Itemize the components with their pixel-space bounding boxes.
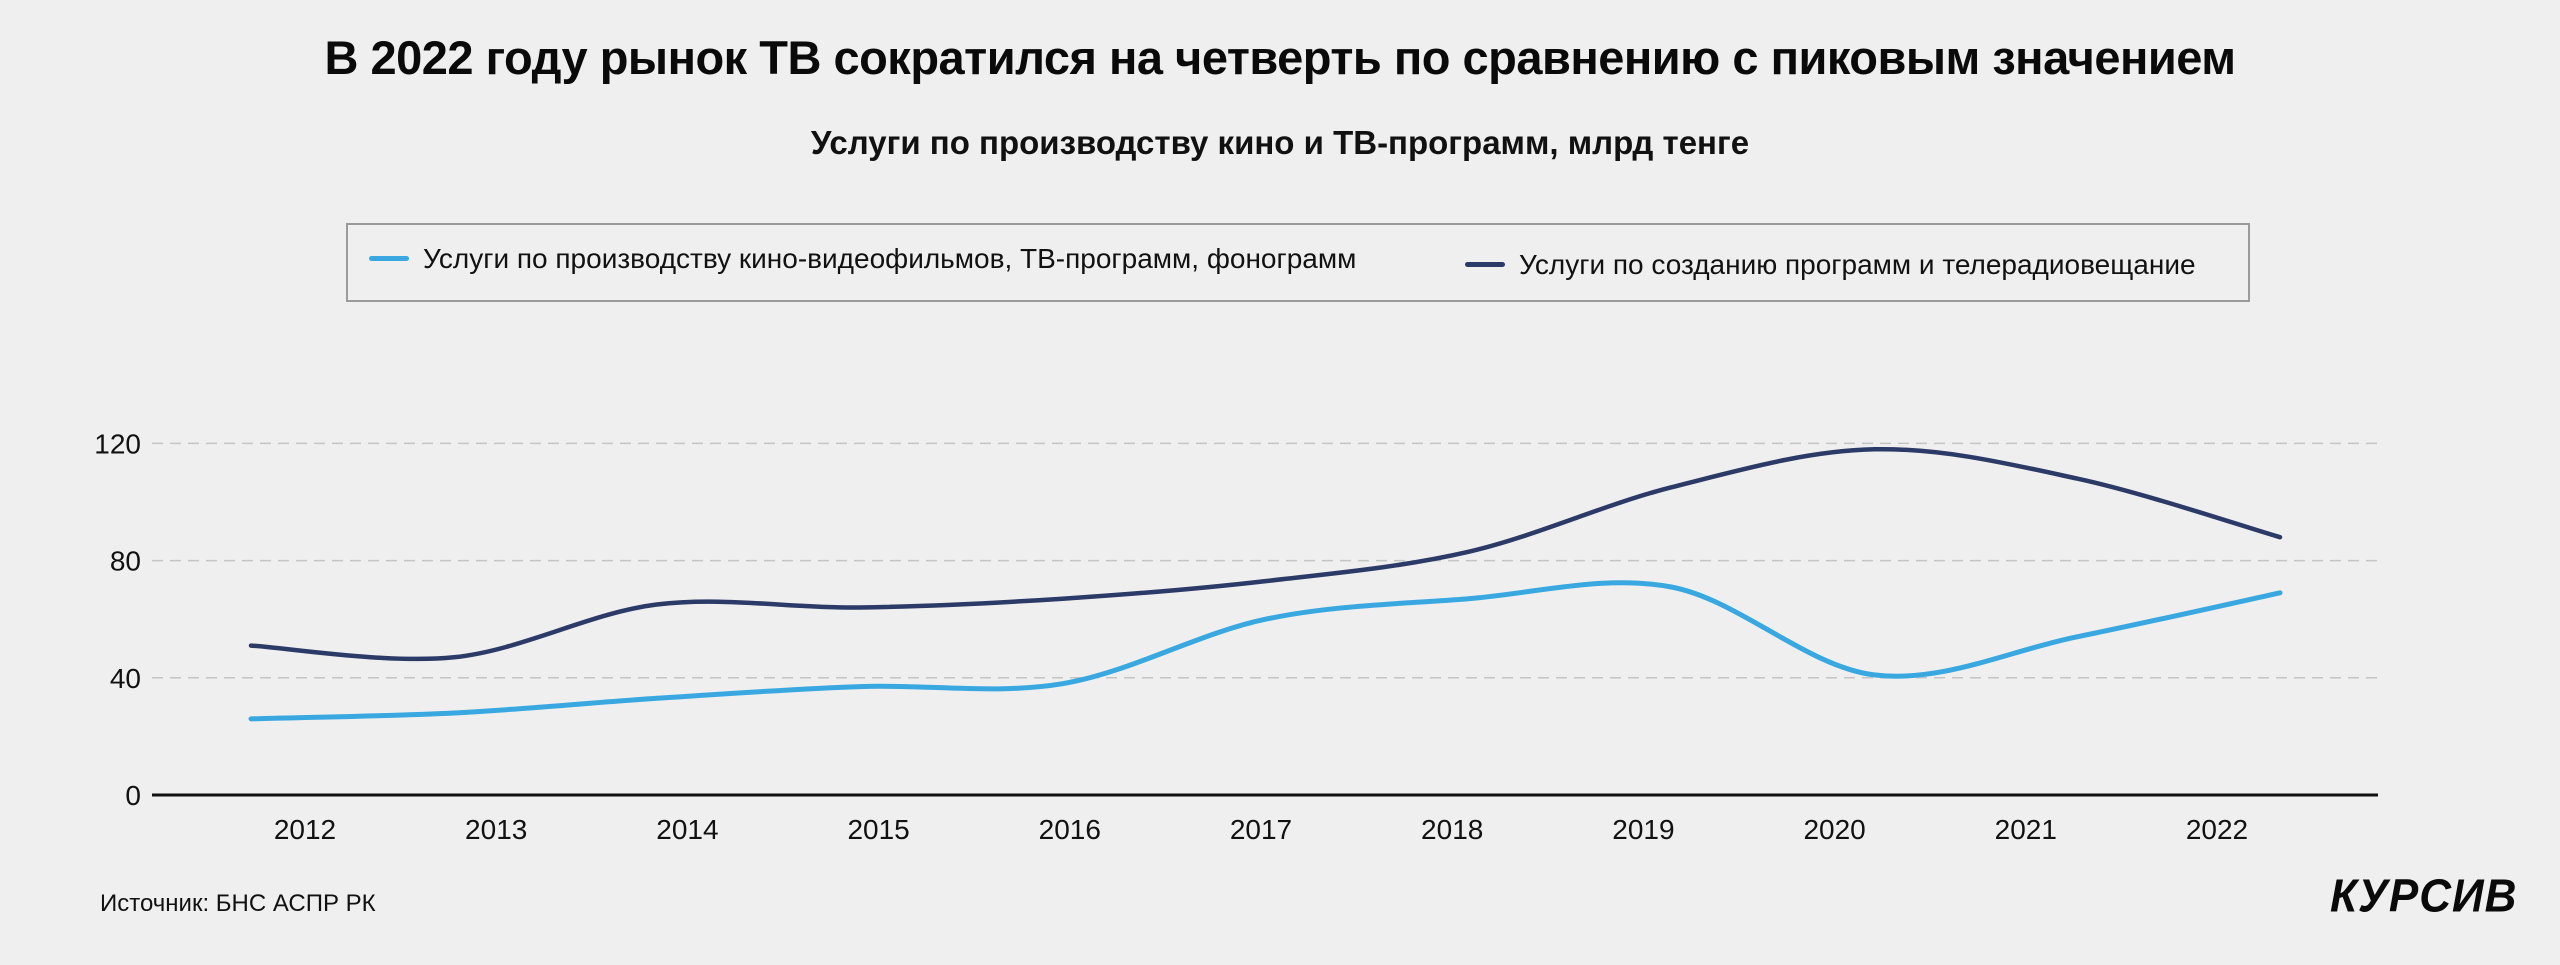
x-tick-label: 2015: [847, 814, 909, 845]
x-tick-label: 2022: [2186, 814, 2248, 845]
legend-item-broadcasting: Услуги по созданию программ и телерадиов…: [1465, 227, 2196, 302]
x-tick-label: 2012: [274, 814, 336, 845]
x-tick-label: 2018: [1421, 814, 1483, 845]
chart-title: В 2022 году рынок ТВ сократился на четве…: [324, 31, 2236, 84]
series-line-production: [248, 580, 2283, 722]
legend-label: Услуги по производству кино-видеофильмов…: [423, 242, 1357, 274]
x-tick-label: 2021: [1995, 814, 2057, 845]
x-tick-label: 2016: [1039, 814, 1101, 845]
y-tick-label: 0: [125, 780, 141, 811]
x-axis-ticks: 2012 2013 2014 2015 2016 2017 2018 2019 2020 2021…: [274, 814, 2248, 845]
legend-label: Услуги по созданию программ и телерадиов…: [1519, 248, 2196, 280]
legend: Услуги по производству кино-видеофильмов…: [346, 223, 2250, 302]
legend-swatch-light: [369, 256, 409, 261]
kursiv-logo: КУРСИВ: [2330, 870, 2518, 923]
x-tick-label: 2014: [656, 814, 718, 845]
x-tick-label: 2017: [1230, 814, 1292, 845]
x-tick-label: 2019: [1612, 814, 1674, 845]
y-axis-ticks: 0 40 80 120: [94, 428, 141, 811]
chart-subtitle: Услуги по производству кино и ТВ-програм…: [810, 124, 1750, 161]
series-lines: [248, 446, 2283, 722]
series-line-broadcasting: [248, 446, 2283, 662]
y-tick-label: 40: [110, 663, 141, 694]
y-tick-label: 120: [94, 428, 141, 459]
legend-item-production: Услуги по производству кино-видеофильмов…: [369, 221, 1356, 296]
gridlines: [152, 442, 2378, 679]
y-tick-label: 80: [110, 546, 141, 577]
legend-swatch-dark: [1465, 262, 1505, 267]
x-tick-label: 2020: [1803, 814, 1865, 845]
source-note: Источник: БНС АСПР РК: [100, 890, 376, 917]
x-tick-label: 2013: [465, 814, 527, 845]
